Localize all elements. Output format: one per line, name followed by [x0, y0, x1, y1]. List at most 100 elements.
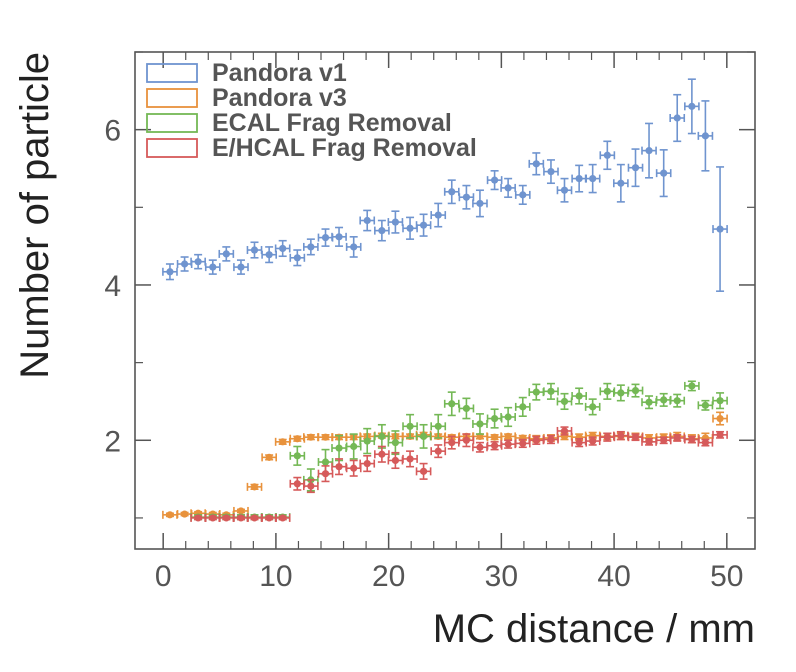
marker: [166, 268, 174, 276]
marker: [688, 435, 696, 444]
marker: [631, 164, 640, 172]
marker: [532, 388, 540, 396]
data-point: [571, 164, 587, 193]
data-point: [176, 510, 193, 519]
data-point: [684, 78, 700, 135]
data-point: [613, 430, 629, 441]
marker: [532, 436, 540, 444]
marker: [448, 188, 456, 196]
data-point: [233, 259, 249, 275]
marker: [321, 433, 330, 441]
x-tick-label: 20: [372, 560, 405, 593]
marker: [645, 398, 653, 406]
marker: [250, 483, 259, 491]
marker: [631, 433, 640, 441]
data-point: [246, 482, 263, 491]
marker: [701, 132, 710, 140]
data-point: [345, 459, 362, 477]
data-point: [359, 209, 376, 232]
marker: [391, 439, 399, 447]
data-point: [584, 163, 601, 194]
data-point: [500, 439, 516, 449]
data-point: [443, 435, 460, 450]
data-point: [556, 392, 573, 411]
data-point: [697, 100, 714, 172]
data-point: [190, 253, 206, 270]
marker: [617, 179, 625, 187]
data-point: [289, 434, 306, 443]
marker: [631, 386, 640, 395]
data-point: [641, 122, 657, 179]
x-tick-label: 0: [155, 560, 172, 593]
x-tick-label: 50: [710, 560, 743, 593]
marker: [237, 507, 245, 515]
data-point: [274, 437, 291, 446]
data-point: [458, 397, 475, 420]
data-point: [274, 513, 291, 522]
marker: [378, 227, 386, 235]
marker: [504, 440, 512, 448]
marker: [491, 433, 499, 441]
y-axis-title: Number of particle: [13, 52, 57, 379]
data-point: [387, 210, 404, 234]
marker: [434, 211, 442, 219]
data-point: [641, 437, 657, 446]
data-point: [402, 450, 418, 468]
marker: [378, 450, 386, 458]
data-point: [472, 413, 488, 435]
data-point: [415, 213, 432, 237]
data-point: [613, 163, 629, 203]
data-point: [556, 426, 573, 436]
data-point: [374, 445, 390, 463]
marker: [194, 514, 202, 522]
data-point: [486, 433, 503, 442]
marker: [673, 434, 681, 442]
data-point: [514, 184, 531, 206]
marker: [519, 403, 527, 411]
marker: [265, 514, 273, 522]
marker: [335, 444, 343, 452]
marker: [448, 439, 456, 447]
data-point: [486, 408, 503, 429]
data-point: [289, 445, 306, 466]
data-point: [317, 433, 334, 442]
data-point: [374, 423, 390, 449]
marker: [166, 511, 174, 519]
marker: [603, 433, 611, 441]
x-axis-title: MC distance / mm: [433, 607, 755, 651]
data-point: [697, 438, 714, 447]
data-point: [331, 226, 347, 247]
data-point: [627, 433, 644, 442]
legend-label: Pandora v1: [212, 59, 347, 87]
marker: [307, 243, 315, 251]
data-point: [458, 184, 475, 210]
data-point: [204, 259, 221, 275]
data-point: [374, 219, 390, 242]
marker: [701, 401, 710, 409]
marker: [491, 414, 499, 423]
marker: [560, 427, 569, 435]
data-point: [655, 392, 672, 407]
marker: [560, 186, 569, 194]
marker: [448, 400, 456, 408]
data-point: [543, 434, 559, 445]
data-point: [317, 465, 334, 483]
marker: [575, 439, 583, 447]
marker: [716, 225, 724, 233]
data-point: [261, 513, 277, 522]
marker: [491, 442, 499, 450]
marker: [575, 392, 583, 400]
marker: [279, 438, 287, 446]
data-point: [289, 476, 306, 491]
marker: [660, 169, 668, 177]
plot-frame: [134, 51, 756, 550]
marker: [660, 436, 668, 444]
data-point: [472, 189, 488, 218]
legend-item: Pandora v1: [146, 59, 347, 87]
legend-swatch: [146, 88, 198, 108]
data-point: [443, 179, 460, 205]
data-point: [500, 406, 516, 428]
marker: [547, 167, 555, 176]
x-tick-label: 30: [485, 560, 518, 593]
marker: [237, 514, 245, 522]
